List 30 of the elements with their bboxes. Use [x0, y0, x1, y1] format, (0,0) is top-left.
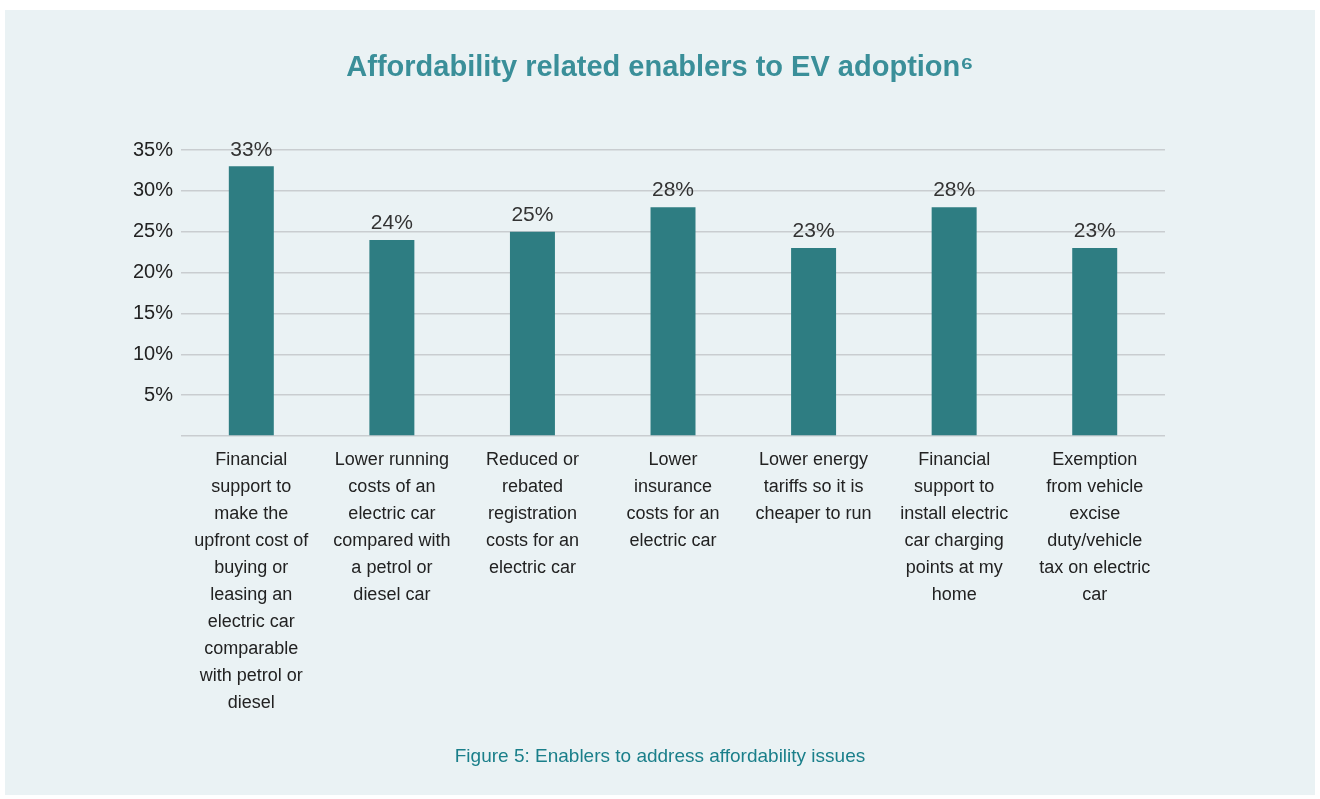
data-label: 24%	[370, 210, 413, 234]
y-tick-label: 15%	[133, 300, 174, 323]
bar	[509, 231, 555, 436]
data-label: 25%	[511, 202, 554, 226]
x-tick-label: Lower energy tariffs so it is cheaper to run	[755, 449, 872, 524]
chart-title: Affordability related enablers to EV adoption⁶	[345, 50, 975, 83]
y-tick-label: 30%	[133, 178, 174, 201]
x-tick-label: Lower running costs of an electric car compared with a petrol or diesel car	[333, 449, 451, 605]
bar	[791, 248, 837, 436]
y-tick-label: 35%	[133, 137, 174, 160]
y-tick-label: 25%	[133, 219, 174, 242]
bar	[369, 239, 415, 436]
bar	[228, 166, 274, 436]
category-label: Financial support to make the upfront cost of buying or leasing an electric car comparable with petrol or diesel	[194, 449, 309, 713]
x-tick-label: Reduced or rebated registration costs for an electric car	[485, 449, 579, 578]
bar	[650, 207, 696, 436]
data-label: 28%	[652, 177, 695, 201]
x-tick-label: Exemption from vehicle excise duty/vehicle tax on electric car	[1039, 449, 1151, 605]
y-tick-label: 5%	[144, 382, 174, 405]
y-tick-label: 20%	[133, 260, 174, 283]
caption: Figure 5: Enablers to address affordability issues	[453, 745, 867, 767]
data-label: 28%	[933, 177, 976, 201]
bar	[1072, 248, 1118, 436]
data-label: 33%	[230, 136, 273, 160]
x-tick-label: Lower insurance costs for an electric car	[626, 449, 720, 551]
data-label: 23%	[792, 218, 835, 242]
y-tick-label: 10%	[133, 341, 174, 364]
bar	[931, 207, 977, 436]
data-label: 23%	[1073, 218, 1116, 242]
x-tick-label: Financial support to install electric car charging points at my home	[900, 449, 1009, 605]
